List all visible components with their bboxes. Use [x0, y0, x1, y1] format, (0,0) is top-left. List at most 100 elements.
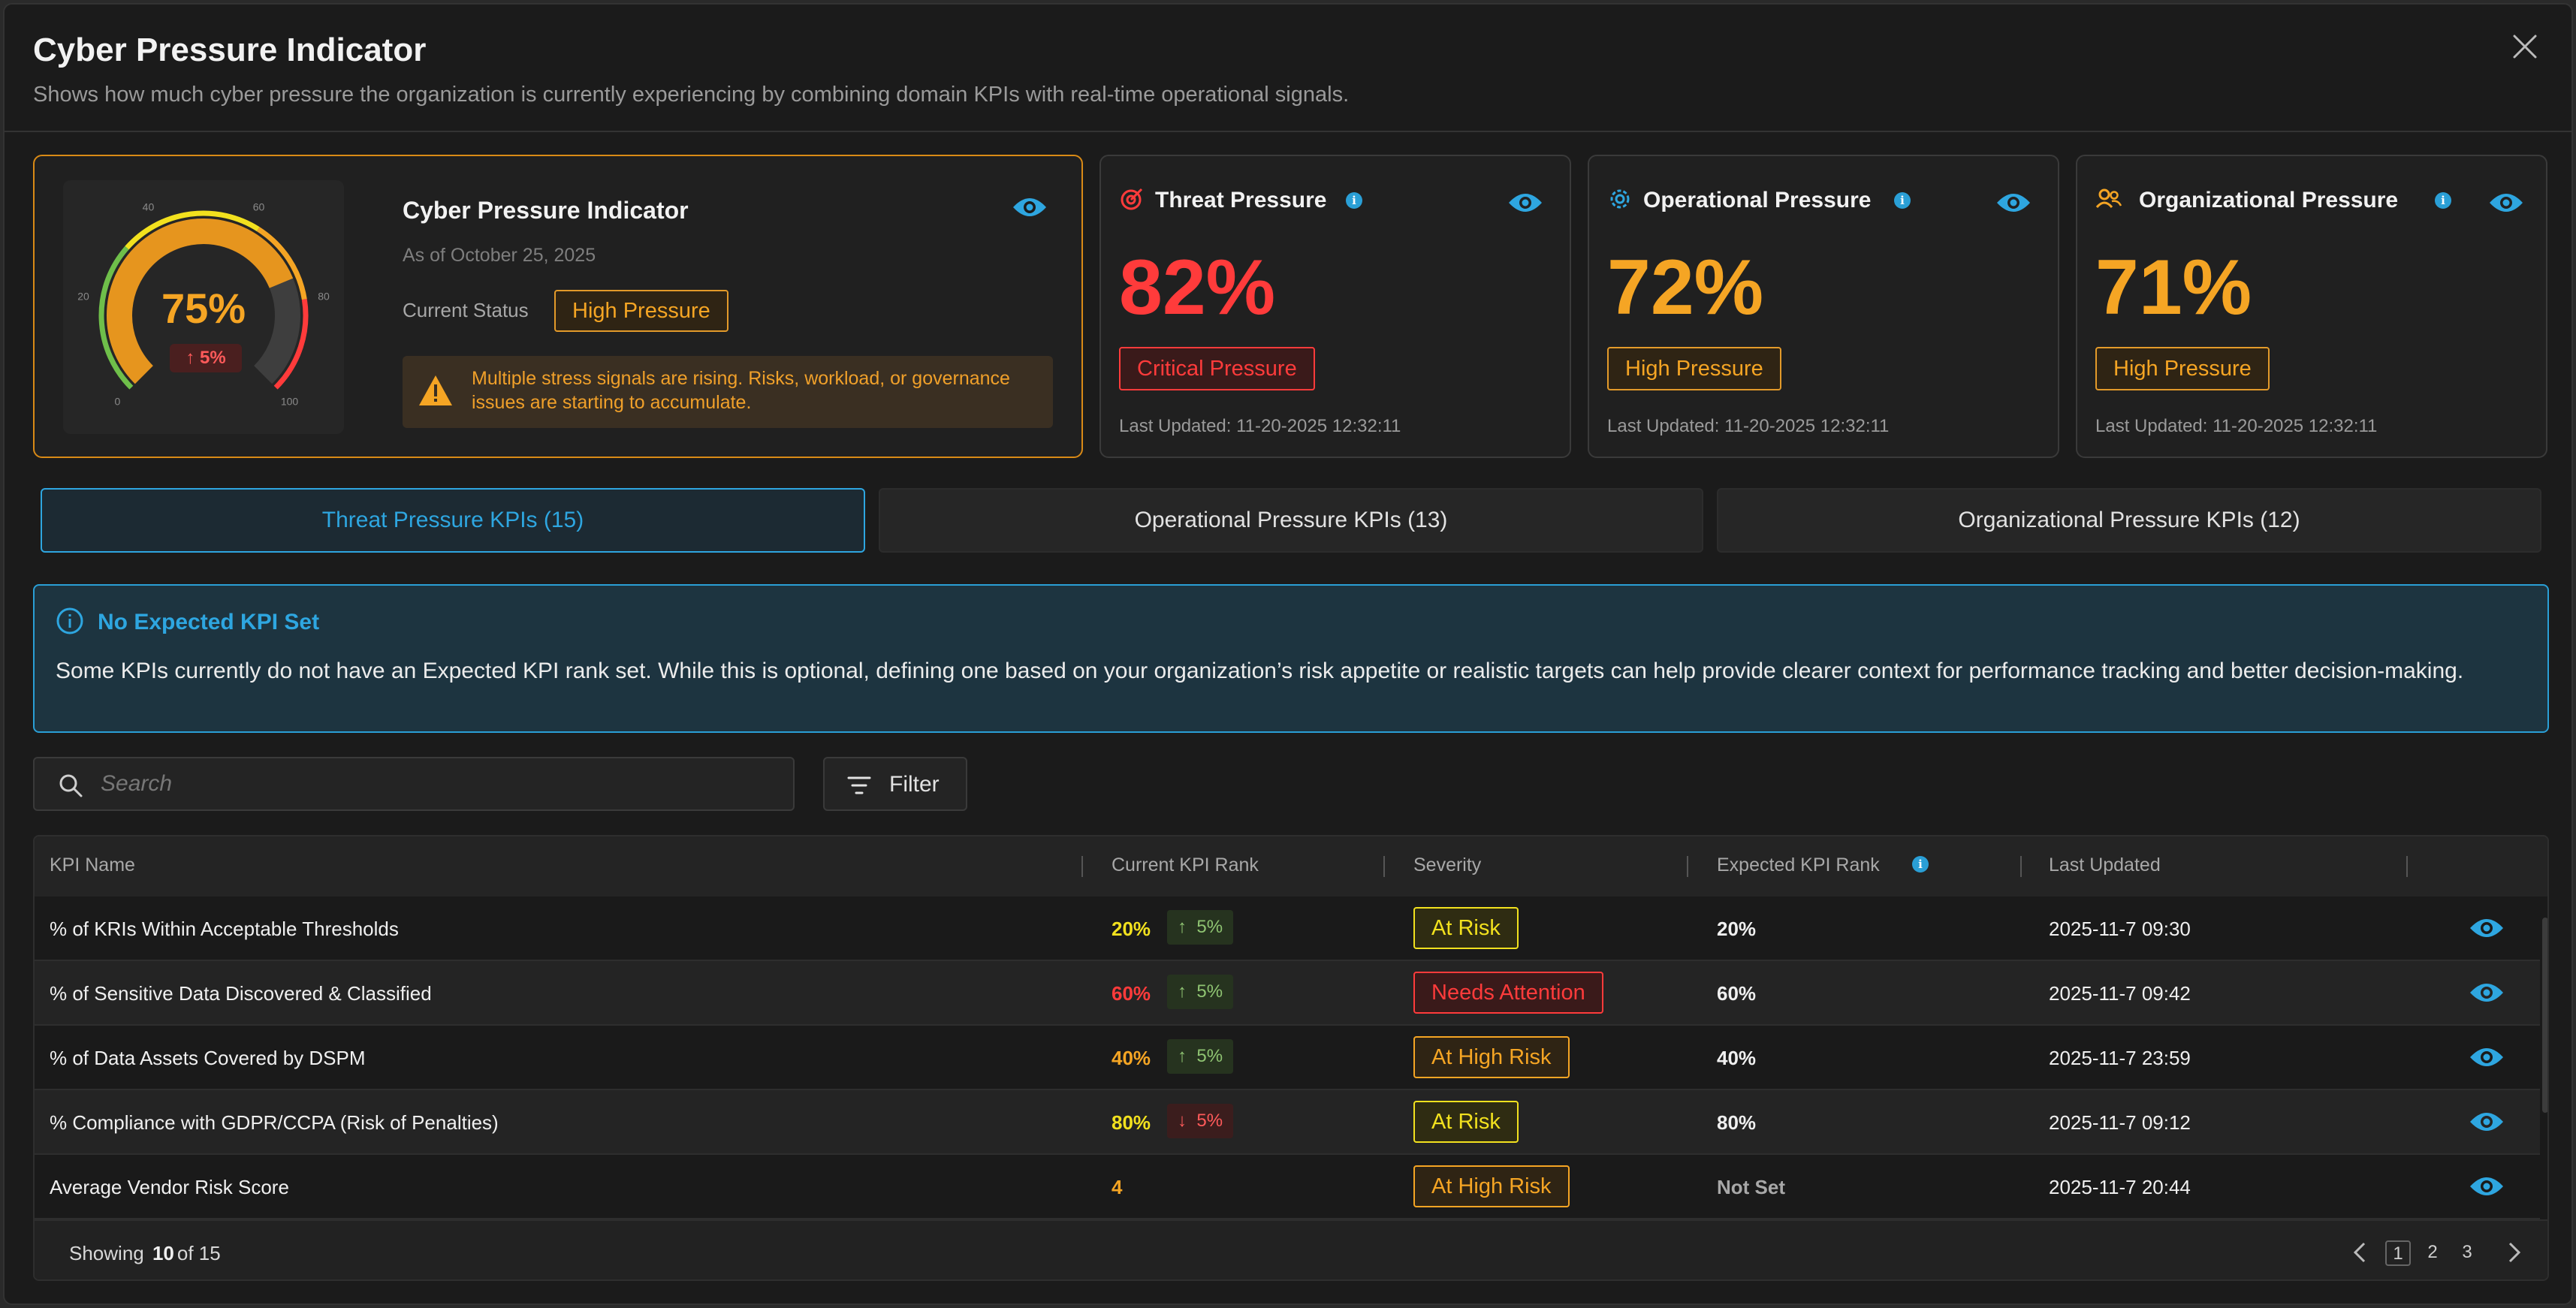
- gauge-tick-label: 0: [115, 396, 121, 408]
- filter-icon: [847, 776, 871, 794]
- eye-icon[interactable]: [2468, 1173, 2505, 1200]
- column-current-kpi-rank[interactable]: Current KPI Rank: [1112, 854, 1259, 876]
- last-updated: 2025-11-7 09:30: [2049, 918, 2191, 940]
- operational-pressure-status: High Pressure: [1607, 347, 1781, 390]
- current-kpi-rank: 60%: [1112, 982, 1151, 1005]
- eye-icon[interactable]: [2468, 1044, 2505, 1071]
- eye-icon[interactable]: [2468, 1108, 2505, 1135]
- chevron-left-icon[interactable]: [2348, 1239, 2373, 1266]
- current-kpi-rank: 4: [1112, 1176, 1123, 1198]
- info-icon[interactable]: i: [2435, 192, 2451, 209]
- severity-badge: At High Risk: [1413, 1165, 1570, 1207]
- expected-kpi-rank: 20%: [1717, 918, 1757, 940]
- kpi-delta-value: 5%: [1196, 1046, 1223, 1066]
- kpi-name: % of Data Assets Covered by DSPM: [50, 1047, 366, 1069]
- last-updated: 2025-11-7 09:12: [2049, 1111, 2191, 1134]
- gauge-tick-label: 80: [318, 291, 330, 303]
- modal-title: Cyber Pressure Indicator: [33, 32, 427, 68]
- page-1[interactable]: 1: [2385, 1240, 2411, 1266]
- table-footer: Showing 10 of 15 1 2 3: [35, 1219, 2547, 1279]
- table-scrollbar[interactable]: [2540, 897, 2547, 1219]
- kpi-delta-value: 5%: [1196, 917, 1223, 937]
- scrollbar-thumb[interactable]: [2542, 918, 2547, 1113]
- cyber-pressure-modal: Cyber Pressure Indicator Shows how much …: [3, 3, 2573, 1305]
- alert-box: Multiple stress signals are rising. Risk…: [403, 356, 1053, 428]
- eye-icon[interactable]: [2468, 979, 2505, 1006]
- eye-icon[interactable]: [1995, 189, 2032, 216]
- table-header: KPI Name Current KPI Rank Severity Expec…: [35, 836, 2547, 897]
- info-icon[interactable]: i: [1894, 192, 1911, 209]
- threat-pressure-card: Threat Pressure i 82% Critical Pressure …: [1099, 155, 1571, 458]
- kpi-delta-badge: ↑ 5%: [1167, 975, 1234, 1009]
- tab-organizational-pressure-kpis[interactable]: Organizational Pressure KPIs (12): [1717, 488, 2541, 553]
- column-resize-handle[interactable]: [2406, 856, 2408, 877]
- column-kpi-name[interactable]: KPI Name: [50, 854, 135, 876]
- table-row[interactable]: % Compliance with GDPR/CCPA (Risk of Pen…: [35, 1090, 2540, 1155]
- kpi-delta-value: 5%: [1196, 1111, 1223, 1131]
- close-icon[interactable]: [2510, 32, 2540, 62]
- column-resize-handle[interactable]: [1687, 856, 1688, 877]
- threat-pressure-value: 82%: [1119, 244, 1276, 331]
- kpi-name: Average Vendor Risk Score: [50, 1176, 289, 1198]
- table-row[interactable]: % of Sensitive Data Discovered & Classif…: [35, 961, 2540, 1026]
- filter-button[interactable]: Filter: [823, 757, 967, 811]
- expected-kpi-rank: Not Set: [1717, 1176, 1785, 1198]
- column-resize-handle[interactable]: [2020, 856, 2022, 877]
- table-row[interactable]: % of KRIs Within Acceptable Thresholds 20…: [35, 897, 2540, 961]
- column-resize-handle[interactable]: [1081, 856, 1083, 877]
- eye-icon[interactable]: [1507, 189, 1544, 216]
- chevron-right-icon[interactable]: [2501, 1239, 2526, 1266]
- organizational-pressure-title: Organizational Pressure: [2139, 188, 2399, 212]
- main-indicator-card: 0 20 40 60 80 100 75% ↑ 5% Cyber Pressure Ind…: [33, 155, 1083, 458]
- showing-prefix: Showing: [69, 1242, 144, 1264]
- info-icon[interactable]: i: [1346, 192, 1362, 209]
- search-input[interactable]: [101, 766, 777, 802]
- pressure-gauge: 0 20 40 60 80 100 75% ↑ 5%: [63, 180, 344, 434]
- organizational-pressure-value: 71%: [2095, 244, 2252, 331]
- table-row[interactable]: Average Vendor Risk Score 4 At High Risk No…: [35, 1155, 2540, 1219]
- gauge-tick-label: 40: [143, 201, 155, 213]
- tab-operational-pressure-kpis[interactable]: Operational Pressure KPIs (13): [879, 488, 1703, 553]
- column-severity[interactable]: Severity: [1413, 854, 1482, 876]
- gauge-value: 75%: [161, 285, 246, 332]
- expected-kpi-rank: 80%: [1717, 1111, 1757, 1134]
- page-2[interactable]: 2: [2427, 1242, 2438, 1262]
- threat-pressure-status: Critical Pressure: [1119, 347, 1315, 390]
- organizational-pressure-status: High Pressure: [2095, 347, 2270, 390]
- page-3[interactable]: 3: [2462, 1242, 2472, 1262]
- gauge-tick-label: 20: [77, 291, 89, 303]
- no-expected-kpi-notice: No Expected KPI Set Some KPIs currently …: [33, 584, 2549, 733]
- eye-icon[interactable]: [2487, 189, 2525, 216]
- users-icon: [2095, 188, 2122, 209]
- kpi-delta-badge: ↑ 5%: [1167, 1039, 1234, 1074]
- organizational-pressure-card: Organizational Pressure i 71% High Press…: [2076, 155, 2547, 458]
- severity-badge: At High Risk: [1413, 1036, 1570, 1078]
- alert-text: Multiple stress signals are rising. Risk…: [472, 368, 1010, 413]
- column-last-updated[interactable]: Last Updated: [2049, 854, 2161, 876]
- operational-pressure-card: Operational Pressure i 72% High Pressure…: [1588, 155, 2059, 458]
- threat-pressure-updated: Last Updated: 11-20-2025 12:32:11: [1119, 416, 1401, 436]
- kpi-delta-badge: ↑ 5%: [1167, 910, 1234, 945]
- gauge-delta-value: 5%: [199, 348, 226, 368]
- organizational-pressure-updated: Last Updated: 11-20-2025 12:32:11: [2095, 416, 2378, 436]
- expected-kpi-rank: 60%: [1717, 982, 1757, 1005]
- expected-kpi-rank: 40%: [1717, 1047, 1757, 1069]
- last-updated: 2025-11-7 20:44: [2049, 1176, 2191, 1198]
- current-status-label: Current Status: [403, 299, 529, 321]
- table-row[interactable]: % of Data Assets Covered by DSPM 40% ↑ 5% A…: [35, 1026, 2540, 1090]
- gauge-delta: ↑ 5%: [170, 344, 242, 372]
- tab-threat-pressure-kpis[interactable]: Threat Pressure KPIs (15): [41, 488, 865, 553]
- indicator-date: As of October 25, 2025: [403, 245, 596, 266]
- column-resize-handle[interactable]: [1383, 856, 1385, 877]
- column-expected-kpi-rank[interactable]: Expected KPI Rank: [1717, 854, 1880, 876]
- kpi-name: % of KRIs Within Acceptable Thresholds: [50, 918, 399, 940]
- current-kpi-rank: 20%: [1112, 918, 1151, 940]
- showing-number: 10: [152, 1242, 174, 1264]
- kpi-table: KPI Name Current KPI Rank Severity Expec…: [33, 835, 2549, 1281]
- info-icon[interactable]: i: [1912, 856, 1929, 873]
- eye-icon[interactable]: [2468, 915, 2505, 942]
- kpi-name: % of Sensitive Data Discovered & Classif…: [50, 982, 432, 1005]
- severity-badge: Needs Attention: [1413, 972, 1603, 1014]
- gauge-rim-green: [98, 246, 134, 390]
- eye-icon[interactable]: [1011, 194, 1048, 221]
